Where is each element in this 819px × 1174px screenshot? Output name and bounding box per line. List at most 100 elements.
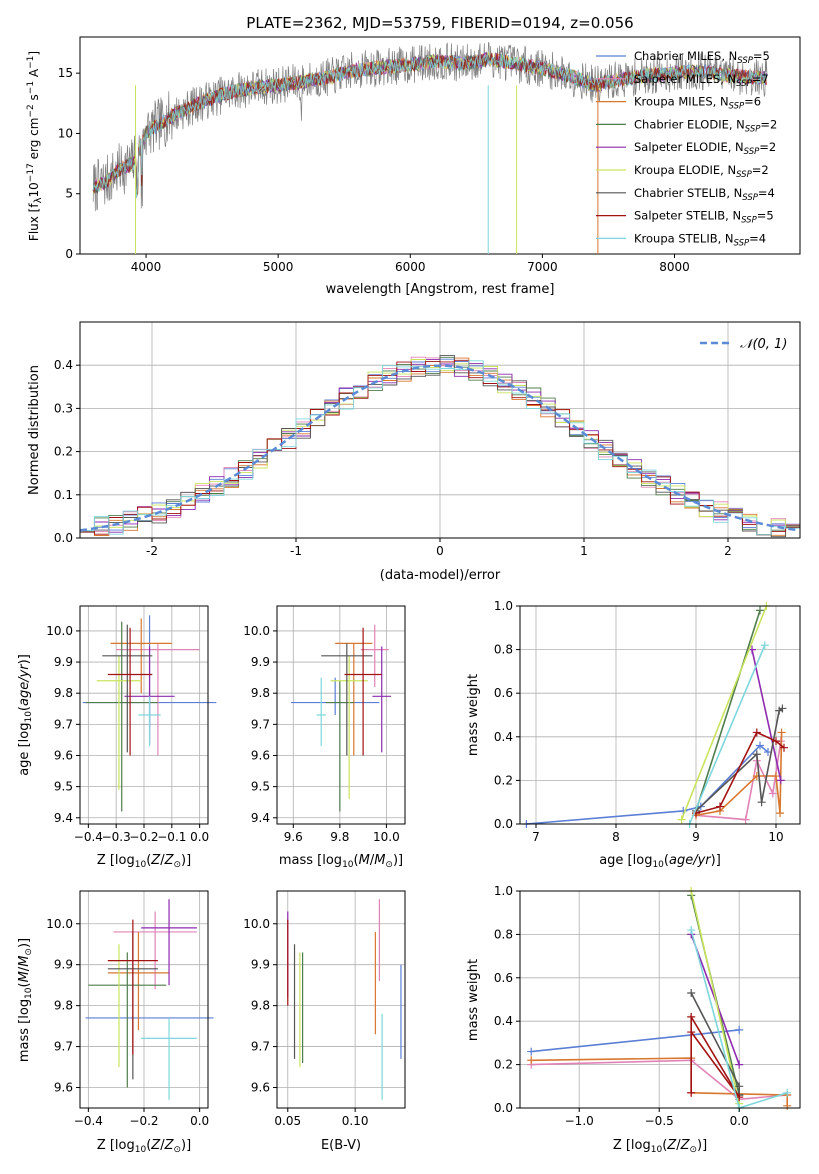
legend-label-subscript: SSP bbox=[744, 147, 760, 157]
p5-xlabel: age [log10(age/yr)] bbox=[599, 853, 721, 870]
y-tick-label: 9.7 bbox=[54, 1040, 73, 1054]
errorbar-point bbox=[116, 643, 200, 756]
x-tick-label: −1.0 bbox=[565, 1114, 594, 1128]
massweight-marker bbox=[687, 1088, 696, 1097]
massweight-series bbox=[688, 644, 766, 825]
errorbar-point bbox=[96, 655, 142, 790]
x-tick-label: 0.10 bbox=[342, 1114, 369, 1128]
massweight-marker bbox=[752, 750, 761, 759]
y-tick-label: 0.2 bbox=[54, 445, 73, 459]
errorbar-point bbox=[321, 643, 373, 756]
spectrum-panel: 4000 5000 6000 7000 8000 0 5 10 15 Chabrier MILE… bbox=[26, 36, 801, 297]
y-tick-label: 10.0 bbox=[243, 917, 270, 931]
x-tick-label: 0.0 bbox=[190, 830, 209, 844]
y-tick-label: 9.4 bbox=[251, 811, 270, 825]
x-tick-label: 9.8 bbox=[330, 830, 349, 844]
legend-label: Salpeter MILES, NSSP=7 bbox=[634, 72, 769, 89]
legend-label-subscript: SSP bbox=[736, 79, 752, 89]
model-spectrum-line bbox=[92, 52, 767, 195]
histogram-series bbox=[80, 359, 800, 536]
massweight-marker bbox=[760, 641, 769, 650]
y-tick-label: 9.8 bbox=[251, 999, 270, 1013]
y-tick-label: 9.7 bbox=[251, 717, 270, 731]
x-tick-label: 4000 bbox=[131, 260, 162, 274]
x-tick-label: 0 bbox=[436, 544, 444, 558]
x-tick-label: −0.4 bbox=[74, 1114, 103, 1128]
legend-label-value: =2 bbox=[760, 117, 777, 131]
massweight-marker bbox=[772, 772, 780, 781]
errorbar-point bbox=[344, 627, 382, 756]
p4-xlabel: mass [log10(M/M⊙)] bbox=[279, 853, 403, 870]
legend-label: Kroupa STELIB, NSSP=4 bbox=[634, 231, 766, 248]
legend-label-value: =4 bbox=[758, 186, 775, 200]
massweight-series bbox=[690, 890, 740, 1104]
y-tick-label: 10.0 bbox=[243, 624, 270, 638]
massweight-marker bbox=[735, 1082, 744, 1091]
x-tick-label: 0.0 bbox=[190, 1114, 209, 1128]
y-tick-label: 9.4 bbox=[54, 811, 73, 825]
errorbar-point bbox=[107, 627, 153, 756]
x-tick-label: 10.0 bbox=[373, 830, 400, 844]
massweight-marker bbox=[677, 815, 686, 824]
massweight-marker bbox=[772, 737, 780, 746]
y-tick-label: 0.0 bbox=[494, 817, 513, 831]
legend-label: Chabrier MILES, NSSP=5 bbox=[634, 49, 770, 66]
errorbar-point bbox=[107, 931, 170, 1031]
massweight-marker bbox=[752, 728, 761, 737]
figure-title: PLATE=2362, MJD=53759, FIBERID=0194, z=0… bbox=[246, 14, 633, 32]
x-tick-label: −0.1 bbox=[157, 830, 186, 844]
p8-ylabel: mass weight bbox=[466, 959, 481, 1041]
y-tick-label: 0.1 bbox=[54, 488, 73, 502]
massweight-marker bbox=[780, 743, 788, 752]
massweight-marker bbox=[777, 728, 786, 737]
y-tick-label: 1.0 bbox=[494, 599, 513, 613]
x-tick-label: 8000 bbox=[659, 260, 690, 274]
y-tick-label: 9.8 bbox=[54, 999, 73, 1013]
p8-xlabel: Z [log10(Z/Z⊙)] bbox=[613, 1138, 707, 1155]
p6-xlabel: Z [log10(Z/Z⊙)] bbox=[97, 1138, 191, 1155]
p7-xlabel: E(B-V) bbox=[321, 1138, 361, 1153]
legend-label-subscript: SSP bbox=[742, 193, 758, 203]
massweight-marker bbox=[756, 606, 764, 615]
massweight-series bbox=[695, 731, 785, 814]
y-tick-label: 9.9 bbox=[54, 958, 73, 972]
massweight-marker bbox=[527, 1047, 536, 1056]
y-tick-label: 0.2 bbox=[494, 1058, 513, 1072]
massweight-marker bbox=[687, 988, 696, 997]
errorbar-point bbox=[316, 677, 326, 747]
legend-label-subscript: SSP bbox=[737, 56, 753, 66]
massweight-series bbox=[531, 1059, 788, 1101]
y-tick-label: 0.4 bbox=[494, 730, 513, 744]
y-tick-label: 5 bbox=[65, 187, 73, 201]
y-tick-label: 1.0 bbox=[494, 884, 513, 898]
histogram-xlabel: (data-model)/error bbox=[380, 568, 501, 583]
massweight-marker bbox=[687, 926, 696, 935]
y-tick-label: 0.2 bbox=[494, 773, 513, 787]
errorbar-point bbox=[330, 655, 368, 800]
y-tick-label: 0.6 bbox=[494, 971, 513, 985]
p3-xlabel: Z [log10(Z/Z⊙)] bbox=[97, 853, 191, 870]
y-tick-label: 0.8 bbox=[494, 927, 513, 941]
y-tick-label: 0.4 bbox=[54, 358, 73, 372]
y-tick-label: 9.8 bbox=[54, 686, 73, 700]
x-tick-label: -2 bbox=[146, 544, 158, 558]
errorbar-point bbox=[88, 952, 167, 1088]
normal-curve bbox=[79, 364, 798, 532]
histogram-legend: 𝒩(0, 1) bbox=[700, 337, 787, 352]
histogram-legend-label: 𝒩(0, 1) bbox=[740, 337, 787, 352]
x-tick-label: 7 bbox=[532, 830, 540, 844]
p5-ylabel: mass weight bbox=[466, 674, 481, 756]
errorbar-point bbox=[360, 624, 389, 687]
x-tick-label: 2 bbox=[724, 544, 732, 558]
x-tick-label: 9 bbox=[692, 830, 700, 844]
p6-ylabel: mass [log10(M/M⊙)] bbox=[17, 938, 34, 1062]
y-tick-label: 9.6 bbox=[251, 1081, 270, 1095]
legend-label-subscript: SSP bbox=[745, 124, 761, 134]
legend-label: Salpeter STELIB, NSSP=5 bbox=[634, 209, 774, 226]
x-tick-label: 9.6 bbox=[284, 830, 303, 844]
legend-label: Kroupa MILES, NSSP=6 bbox=[634, 95, 761, 112]
massweight-series bbox=[531, 1029, 740, 1053]
massweight-series bbox=[695, 610, 761, 812]
x-tick-label: 5000 bbox=[263, 260, 294, 274]
